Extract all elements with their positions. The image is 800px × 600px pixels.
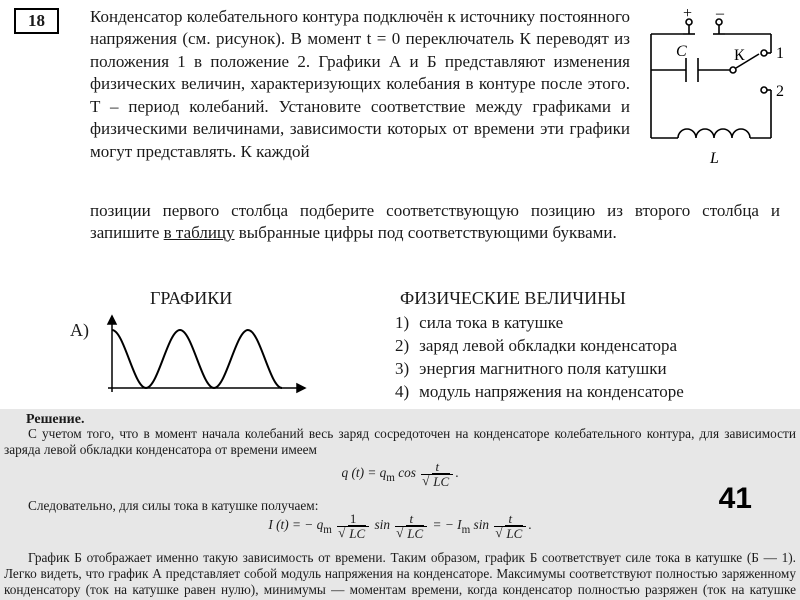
eq2-den3: LC	[494, 527, 526, 541]
slide-number: 41	[719, 482, 752, 516]
eq2-frac2: t LC	[395, 512, 427, 540]
phys-num-3: 3)	[395, 358, 409, 381]
problem-paragraph-2: позиции первого столбца подберите соотве…	[90, 200, 780, 245]
eq2-dot: .	[528, 517, 531, 532]
eq2-eq: = −	[433, 517, 458, 532]
phys-item-1: 1) сила тока в катушке	[395, 312, 684, 335]
problem-text-2b: выбранные цифры под соответствующими бук…	[235, 223, 617, 242]
circuit-k-label: К	[734, 47, 745, 64]
eq2-sin1: sin	[374, 517, 393, 532]
circuit-l-label: L	[709, 150, 719, 167]
phys-text-1: сила тока в катушке	[419, 312, 563, 335]
question-number: 18	[14, 8, 59, 34]
eq1-lc: LC	[432, 473, 450, 489]
eq1-den: LC	[421, 475, 453, 489]
circuit-minus: –	[715, 8, 725, 22]
circuit-c-label: C	[676, 43, 687, 60]
eq2-lc2: LC	[406, 525, 424, 541]
solution-p1: С учетом того, что в момент начала колеб…	[4, 426, 796, 458]
eq2-sin2: sin	[474, 517, 493, 532]
eq2-qms: m	[323, 524, 332, 536]
phys-num-1: 1)	[395, 312, 409, 335]
eq2-lc1: LC	[348, 525, 366, 541]
eq1-qm-sub: m	[386, 472, 395, 484]
eq2-den1: LC	[337, 527, 369, 541]
solution-p3: График Б отображает именно такую зависим…	[4, 550, 796, 600]
problem-underline: в таблицу	[164, 223, 235, 242]
eq1-cos: cos	[398, 465, 416, 480]
circuit-pos1: 1	[776, 45, 784, 62]
graph-a-label: А)	[70, 320, 89, 341]
phys-title: ФИЗИЧЕСКИЕ ВЕЛИЧИНЫ	[400, 288, 626, 309]
eq2-frac1: 1 LC	[337, 512, 369, 540]
eq2-lc3: LC	[505, 525, 523, 541]
solution-eq1: q (t) = qm cos t LC .	[4, 460, 796, 488]
eq1-lhs: q (t) =	[341, 465, 379, 480]
eq2-Ims: m	[462, 524, 471, 536]
problem-text-1: Конденсатор колебательного контура подкл…	[90, 7, 630, 161]
phys-list: 1) сила тока в катушке 2) заряд левой об…	[395, 312, 684, 404]
graphs-title: ГРАФИКИ	[150, 288, 232, 309]
phys-num-2: 2)	[395, 335, 409, 358]
eq2-frac3: t LC	[494, 512, 526, 540]
eq1-dot: .	[455, 465, 458, 480]
eq1-frac: t LC	[421, 460, 453, 488]
phys-text-4: модуль напряжения на конденсаторе	[419, 381, 684, 404]
eq2-lhs: I (t) = −	[268, 517, 316, 532]
eq2-den2: LC	[395, 527, 427, 541]
phys-item-2: 2) заряд левой обкладки конденсатора	[395, 335, 684, 358]
phys-text-3: энергия магнитного поля катушки	[419, 358, 666, 381]
phys-num-4: 4)	[395, 381, 409, 404]
graph-a	[100, 310, 310, 395]
circuit-diagram: + – C К 1 2 L	[636, 8, 786, 173]
circuit-plus: +	[683, 8, 692, 22]
phys-item-4: 4) модуль напряжения на конденсаторе	[395, 381, 684, 404]
phys-text-2: заряд левой обкладки конденсатора	[419, 335, 677, 358]
problem-paragraph-1: Конденсатор колебательного контура подкл…	[90, 6, 630, 163]
circuit-pos2: 2	[776, 83, 784, 100]
phys-item-3: 3) энергия магнитного поля катушки	[395, 358, 684, 381]
solution-eq2: I (t) = − qm 1 LC sin t LC = − Im sin t …	[4, 512, 796, 540]
